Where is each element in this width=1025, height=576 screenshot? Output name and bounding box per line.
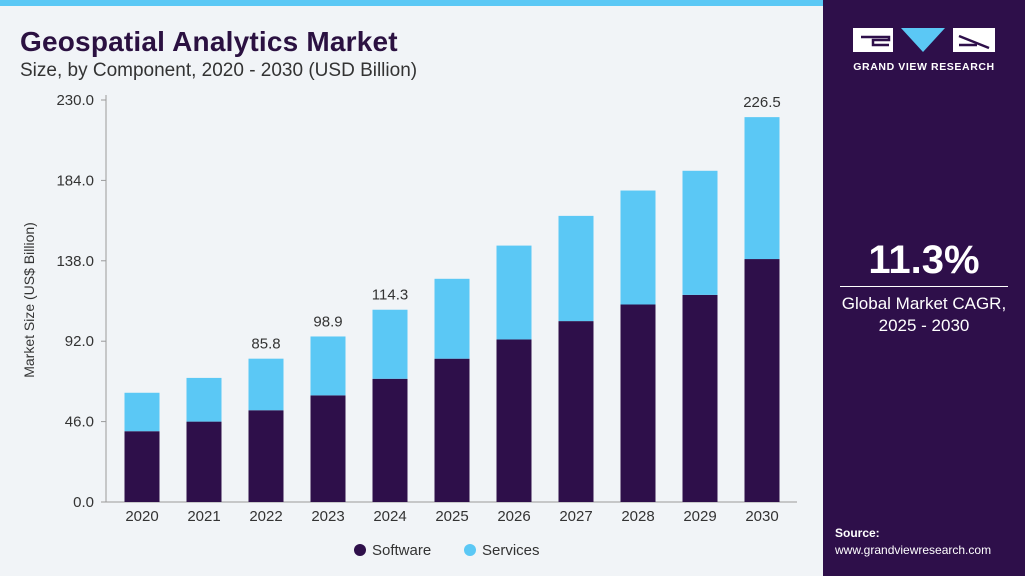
legend-marker-software (354, 544, 366, 556)
x-tick-label: 2027 (559, 508, 592, 525)
bar-services-2022 (248, 358, 284, 411)
source-link[interactable]: www.grandviewresearch.com (835, 543, 992, 557)
bar-services-2025 (434, 278, 470, 359)
data-label: 85.8 (251, 336, 280, 353)
bar-software-2022 (248, 410, 284, 502)
legend-label-software: Software (372, 542, 431, 559)
cagr-value: 11.3% (868, 238, 980, 282)
data-label: 114.3 (372, 287, 408, 304)
legend-marker-services (464, 544, 476, 556)
bar-software-2030 (744, 259, 780, 502)
bar-services-2029 (682, 170, 718, 295)
x-tick-label: 2030 (745, 508, 778, 525)
bar-software-2027 (558, 321, 594, 502)
accent-strip (0, 0, 823, 6)
bar-software-2028 (620, 304, 656, 502)
cagr-label: Global Market CAGR, 2025 - 2030 (823, 293, 1025, 337)
y-tick-label: 0.0 (73, 494, 94, 511)
bar-software-2029 (682, 294, 718, 502)
y-tick-label: 92.0 (65, 333, 94, 350)
bar-software-2024 (372, 378, 408, 502)
logo-wordmark: GRAND VIEW RESEARCH (853, 61, 995, 73)
y-tick-label: 230.0 (56, 92, 94, 109)
x-tick-label: 2025 (435, 508, 468, 525)
x-tick-label: 2026 (497, 508, 530, 525)
bar-software-2020 (124, 431, 160, 502)
bar-services-2030 (744, 117, 780, 260)
bar-software-2025 (434, 358, 470, 502)
x-tick-label: 2021 (187, 508, 220, 525)
bar-services-2024 (372, 309, 408, 379)
bar-services-2027 (558, 215, 594, 322)
source-label: Source: (835, 526, 880, 540)
x-tick-label: 2020 (125, 508, 158, 525)
chart-title: Geospatial Analytics Market (20, 26, 398, 57)
bar-software-2021 (186, 421, 222, 502)
bar-services-2026 (496, 245, 532, 340)
bar-services-2020 (124, 392, 160, 432)
stacked-bar-chart: 0.0 46.0 92.0 138.0 184.0 230.0 Market Size (U… (21, 92, 797, 559)
cagr-label-line2: 2025 - 2030 (878, 316, 970, 335)
bar-software-2023 (310, 395, 346, 502)
data-label: 226.5 (743, 94, 781, 111)
x-tick-label: 2022 (249, 508, 282, 525)
x-tick-label: 2023 (311, 508, 344, 525)
data-label: 98.9 (313, 313, 342, 330)
y-tick-label: 46.0 (65, 414, 94, 431)
bar-services-2028 (620, 190, 656, 305)
bar-services-2021 (186, 377, 222, 422)
x-tick-label: 2029 (683, 508, 716, 525)
cagr-divider (840, 286, 1008, 287)
y-axis-label: Market Size (US$ Billion) (21, 222, 37, 378)
sidebar-panel: GRAND VIEW RESEARCH 11.3% Global Market … (823, 0, 1025, 576)
x-tick-label: 2024 (373, 508, 406, 525)
y-tick-label: 184.0 (56, 172, 94, 189)
cagr-label-line1: Global Market CAGR, (841, 294, 1007, 313)
grand-view-research-logo (853, 28, 995, 52)
x-tick-label: 2028 (621, 508, 654, 525)
y-tick-label: 138.0 (56, 253, 94, 270)
bar-services-2023 (310, 336, 346, 396)
chart-subtitle: Size, by Component, 2020 - 2030 (USD Bil… (20, 60, 418, 81)
legend-label-services: Services (482, 542, 540, 559)
bar-software-2026 (496, 339, 532, 502)
